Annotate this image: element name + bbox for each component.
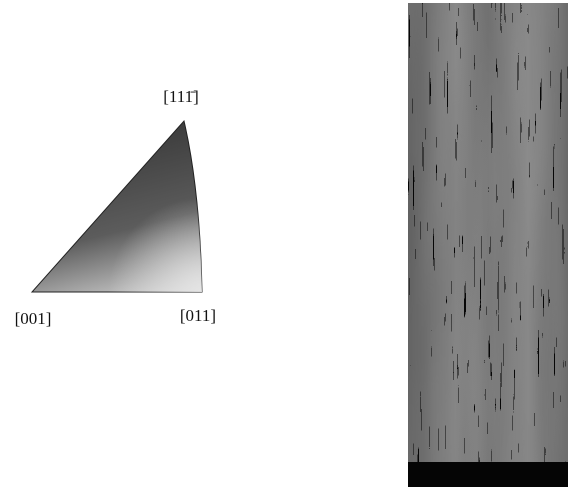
map-base-band — [408, 462, 568, 487]
ebsd-map — [408, 3, 568, 487]
page: [111̄] [001] [011] (() => { const data =… — [0, 0, 568, 487]
label-001: [001] — [15, 309, 52, 328]
map-streaks — [408, 3, 568, 487]
label-011: [011] — [180, 306, 216, 325]
ipf-highlight — [32, 121, 202, 292]
figure: [111̄] [001] [011] — [0, 0, 568, 487]
label-111bar: [111̄] — [163, 87, 199, 106]
